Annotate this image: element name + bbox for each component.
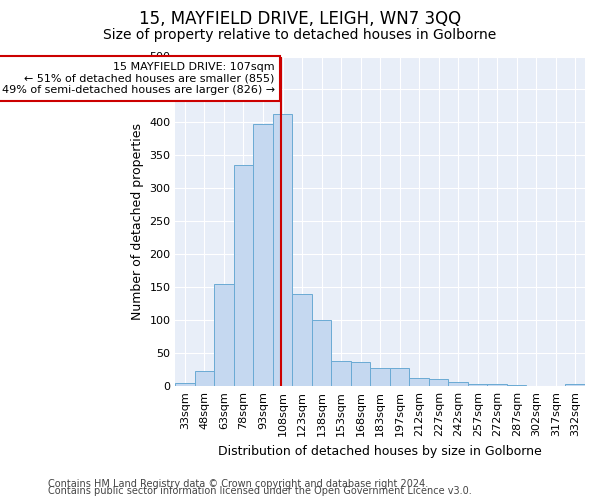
Bar bbox=[195, 371, 214, 386]
Bar bbox=[468, 384, 487, 386]
Bar bbox=[292, 294, 312, 386]
Bar bbox=[312, 320, 331, 386]
Text: 15 MAYFIELD DRIVE: 107sqm
← 51% of detached houses are smaller (855)
49% of semi: 15 MAYFIELD DRIVE: 107sqm ← 51% of detac… bbox=[2, 62, 275, 95]
Bar bbox=[253, 124, 273, 386]
Bar bbox=[487, 384, 507, 386]
Bar bbox=[351, 362, 370, 386]
Bar bbox=[175, 383, 195, 386]
X-axis label: Distribution of detached houses by size in Golborne: Distribution of detached houses by size … bbox=[218, 444, 542, 458]
Bar bbox=[448, 382, 468, 386]
Bar bbox=[273, 114, 292, 386]
Bar bbox=[565, 384, 585, 386]
Text: Size of property relative to detached houses in Golborne: Size of property relative to detached ho… bbox=[103, 28, 497, 42]
Text: 15, MAYFIELD DRIVE, LEIGH, WN7 3QQ: 15, MAYFIELD DRIVE, LEIGH, WN7 3QQ bbox=[139, 10, 461, 28]
Bar bbox=[429, 379, 448, 386]
Bar bbox=[507, 385, 526, 386]
Bar bbox=[331, 361, 351, 386]
Bar bbox=[370, 368, 390, 386]
Bar bbox=[214, 284, 234, 386]
Bar bbox=[409, 378, 429, 386]
Bar bbox=[390, 368, 409, 386]
Y-axis label: Number of detached properties: Number of detached properties bbox=[131, 123, 143, 320]
Bar bbox=[234, 166, 253, 386]
Text: Contains public sector information licensed under the Open Government Licence v3: Contains public sector information licen… bbox=[48, 486, 472, 496]
Text: Contains HM Land Registry data © Crown copyright and database right 2024.: Contains HM Land Registry data © Crown c… bbox=[48, 479, 428, 489]
